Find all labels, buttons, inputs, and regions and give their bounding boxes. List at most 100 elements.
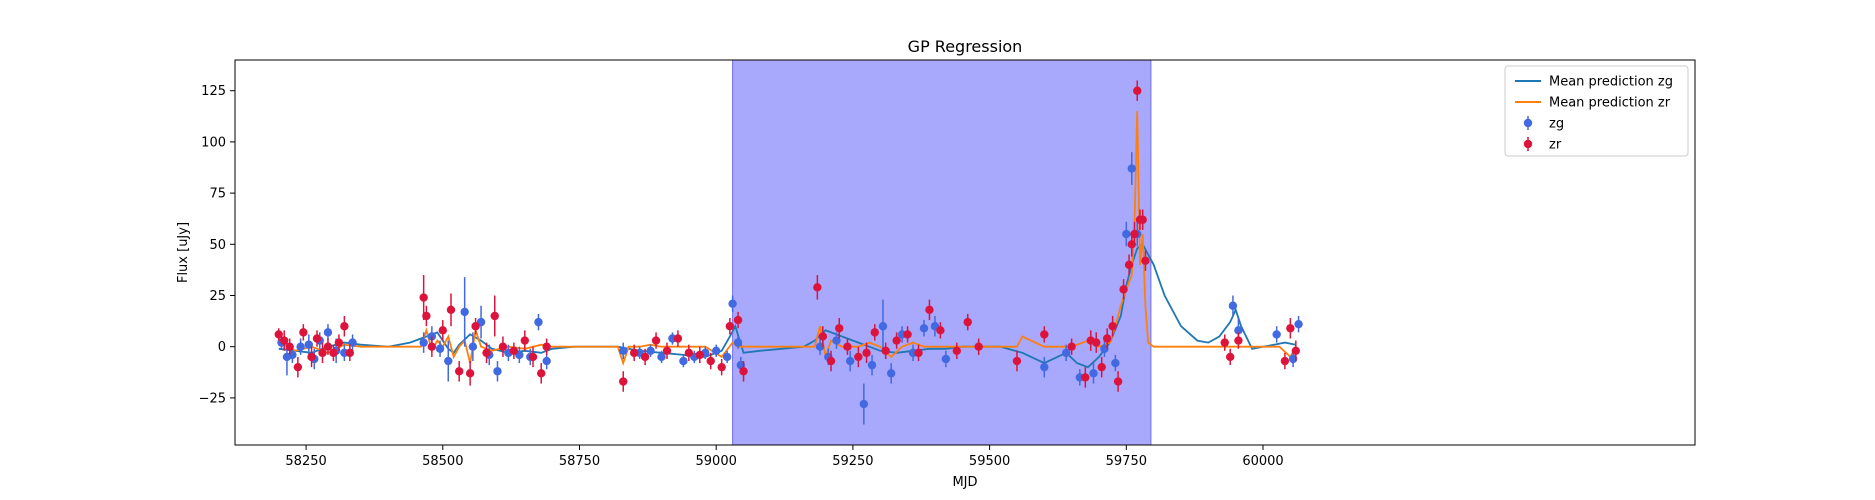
data-point [438, 326, 447, 335]
y-axis-label: Flux [uJy] [176, 222, 191, 283]
legend-marker-swatch [1523, 139, 1533, 149]
data-point [1138, 215, 1147, 224]
data-point [528, 352, 538, 362]
data-point [862, 348, 871, 358]
x-tick-label: 58250 [285, 454, 326, 469]
data-point [465, 369, 475, 378]
data-point [427, 342, 437, 351]
data-point [673, 334, 683, 343]
x-tick-label: 58500 [422, 454, 463, 469]
data-point [422, 311, 431, 321]
data-point [679, 356, 688, 366]
data-point [446, 305, 456, 315]
series-points-zg [277, 152, 1303, 425]
legend-entry-1: Mean prediction zr [1515, 96, 1671, 111]
data-point [711, 346, 721, 355]
legend-label: Mean prediction zr [1549, 96, 1671, 111]
data-point [1220, 338, 1229, 347]
data-point [722, 352, 732, 362]
data-point [925, 305, 934, 315]
x-tick-label: 59250 [832, 454, 873, 469]
data-point [1040, 330, 1049, 339]
data-point [318, 348, 327, 358]
data-point [892, 336, 901, 345]
data-point [542, 356, 551, 366]
data-point [619, 377, 628, 386]
x-tick-label: 59750 [1106, 454, 1147, 469]
data-point [695, 350, 704, 360]
legend-box [1504, 65, 1689, 157]
data-point [854, 352, 863, 362]
series-line-1 [278, 111, 1297, 366]
data-point [1294, 319, 1303, 329]
data-point [845, 356, 855, 366]
data-point [1119, 285, 1128, 294]
data-point [490, 311, 499, 321]
legend-label: zr [1549, 138, 1562, 153]
data-point [717, 362, 726, 372]
shaded-region [732, 60, 1152, 445]
y-tick-label: 100 [201, 135, 226, 150]
data-point [1286, 324, 1295, 333]
data-point [936, 326, 945, 335]
legend-entry-0: Mean prediction zg [1515, 75, 1673, 90]
data-point [1081, 373, 1090, 382]
data-point [1122, 229, 1131, 239]
data-point [662, 346, 672, 355]
data-point [520, 336, 530, 345]
data-point [329, 348, 338, 358]
data-point [274, 330, 283, 339]
data-point [843, 342, 852, 351]
data-point [867, 360, 877, 370]
x-tick-label: 58750 [559, 454, 600, 469]
data-point [1092, 338, 1101, 347]
data-point [728, 299, 737, 308]
data-point [878, 322, 888, 331]
data-point [285, 342, 294, 351]
data-point [312, 334, 322, 343]
legend-label: zg [1549, 117, 1564, 132]
x-tick-label: 59000 [696, 454, 737, 469]
data-point [296, 342, 305, 351]
legend-entry-3: zr [1523, 137, 1562, 153]
data-point [534, 317, 543, 327]
data-point [826, 356, 836, 366]
data-point [1141, 256, 1150, 265]
data-point [725, 322, 735, 331]
data-point [1234, 326, 1243, 335]
data-point [471, 322, 480, 331]
data-point [646, 346, 655, 355]
data-point [919, 324, 929, 333]
data-point [1113, 377, 1123, 386]
data-point [1127, 164, 1136, 173]
legend: Mean prediction zg Mean prediction zr zg zr [1504, 65, 1689, 157]
x-tick-label: 60000 [1242, 454, 1283, 469]
data-point [629, 348, 639, 358]
data-point [1280, 356, 1290, 366]
data-point [1130, 229, 1139, 239]
y-tick-label: 25 [209, 289, 226, 304]
data-point [460, 307, 469, 317]
data-point [684, 348, 694, 358]
y-tick-label: 0 [218, 340, 226, 355]
x-axis-label: MJD [952, 475, 977, 490]
data-point [974, 342, 983, 351]
data-point [509, 346, 519, 355]
data-point [1108, 322, 1117, 331]
data-point [1102, 334, 1112, 343]
data-point [914, 348, 923, 358]
data-point [881, 346, 890, 355]
data-point [818, 332, 828, 341]
data-point [1067, 342, 1076, 351]
data-point [1291, 346, 1301, 355]
data-point [1111, 358, 1120, 368]
data-point [952, 346, 961, 355]
y-tick-label: −25 [199, 391, 226, 406]
data-point [941, 354, 951, 364]
data-point [1228, 301, 1238, 310]
data-point [334, 338, 344, 347]
chart-title: GP Regression [908, 37, 1023, 56]
data-point [444, 356, 453, 366]
legend-entry-2: zg [1523, 116, 1564, 132]
data-point [482, 348, 491, 358]
